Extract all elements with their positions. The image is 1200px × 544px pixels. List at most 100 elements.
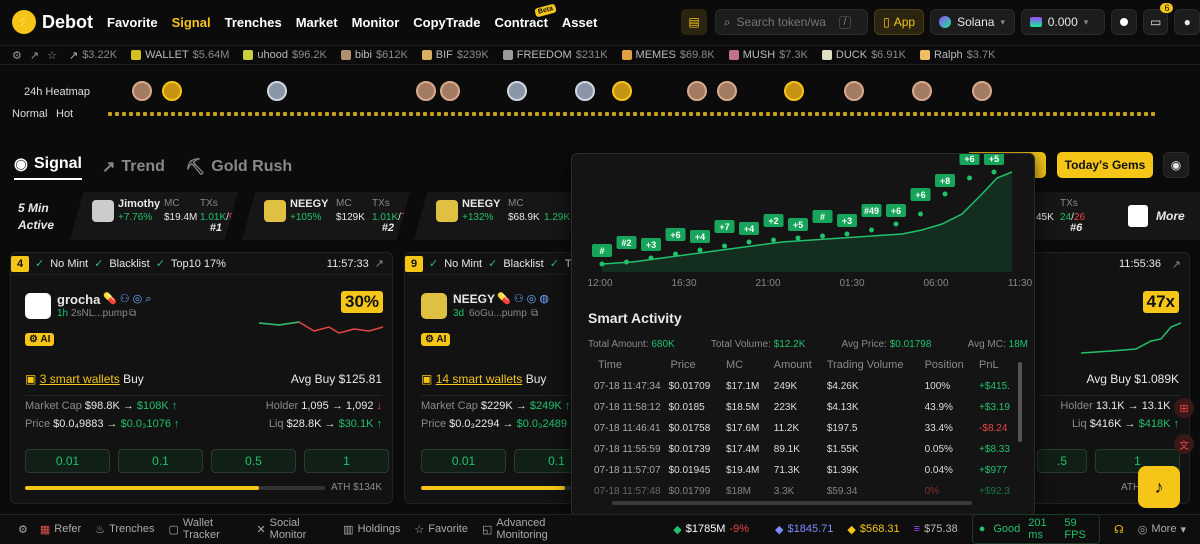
activity-badge[interactable]: +2 bbox=[763, 214, 784, 227]
active-token-card[interactable]: NEEGY MC TXs +105% $129K 1.01K/768 #2 bbox=[242, 192, 410, 240]
translate-icon[interactable]: 文 bbox=[1174, 434, 1194, 454]
col-mc[interactable]: MC bbox=[725, 359, 744, 371]
active-token-card[interactable]: Jimothy MC TXs +7.76% $19.4M 1.01K/910 #… bbox=[70, 192, 238, 240]
social-icons[interactable]: 💊 ⚇ ◎ ◍ bbox=[497, 293, 549, 305]
social-monitor-link[interactable]: ✕ Social Monitor bbox=[256, 517, 329, 541]
activity-badge[interactable]: +3 bbox=[641, 238, 661, 251]
search-input[interactable] bbox=[736, 15, 833, 29]
activity-point[interactable] bbox=[746, 239, 752, 245]
heatmap-coin[interactable] bbox=[507, 81, 527, 101]
copy-icon[interactable]: ⧉ bbox=[129, 308, 137, 319]
advanced-monitoring-link[interactable]: ◱ Advanced Monitoring bbox=[482, 517, 585, 541]
col-volume[interactable]: Trading Volume bbox=[826, 359, 904, 371]
notifications-button[interactable]: ▭ 6 bbox=[1142, 3, 1174, 35]
token-name[interactable]: grocha bbox=[57, 292, 101, 307]
activity-badge[interactable]: # bbox=[812, 210, 833, 223]
activity-point[interactable] bbox=[624, 259, 629, 265]
token-address[interactable]: 2sNL...pump bbox=[71, 308, 128, 319]
activity-point[interactable] bbox=[673, 251, 678, 257]
col-pnl[interactable]: PnL bbox=[979, 359, 999, 371]
activity-row[interactable]: 07-18 11:58:12 $0.0185 $18.5M 223K $4.13K 43.… bbox=[588, 397, 1020, 418]
nav-contract[interactable]: Contract Beta bbox=[494, 2, 557, 30]
token-address[interactable]: 6oGu...pump bbox=[469, 308, 527, 319]
activity-badge[interactable]: +6 bbox=[886, 204, 906, 217]
activity-row[interactable]: 07-18 11:57:48 $0.01799 $18M 3.3K $59.34 0% +$… bbox=[588, 481, 1020, 494]
tab-gold-rush[interactable]: ⛏ Gold Rush bbox=[185, 157, 292, 177]
activity-point[interactable] bbox=[918, 211, 923, 217]
nav-favorite[interactable]: Favorite bbox=[107, 14, 158, 30]
settings-button[interactable]: ◉ bbox=[1163, 152, 1189, 178]
ticker-item[interactable]: WALLET $5.64M bbox=[131, 49, 229, 61]
activity-point[interactable] bbox=[599, 261, 605, 267]
ai-badge[interactable]: ⚙ AI bbox=[25, 333, 55, 346]
external-link-icon[interactable]: ↗ bbox=[374, 258, 384, 270]
search-box[interactable]: ⌕ / bbox=[714, 9, 869, 35]
balance-select[interactable]: 0.000 ▾ bbox=[1020, 9, 1106, 35]
ai-badge[interactable]: ⚙ AI bbox=[421, 333, 451, 346]
quick-buy-button[interactable]: 1 bbox=[304, 449, 389, 473]
horizontal-scrollbar[interactable] bbox=[612, 501, 972, 505]
holdings-link[interactable]: ▥ Holdings bbox=[343, 523, 400, 536]
trend-icon[interactable]: ↗ bbox=[29, 49, 40, 62]
activity-badge[interactable]: +6 bbox=[910, 188, 931, 201]
ticker-item[interactable]: MUSH $7.3K bbox=[728, 49, 808, 61]
activity-point[interactable] bbox=[869, 227, 874, 233]
settings-icon[interactable]: ⚙ bbox=[18, 523, 28, 536]
heatmap-coin[interactable] bbox=[440, 81, 460, 101]
heatmap-coin[interactable] bbox=[416, 81, 436, 101]
user-button[interactable]: ● bbox=[1174, 9, 1200, 35]
activity-point[interactable] bbox=[697, 247, 703, 253]
col-position[interactable]: Position bbox=[924, 359, 964, 371]
ticker-item[interactable]: MEMES $69.8K bbox=[621, 49, 715, 61]
col-amount[interactable]: Amount bbox=[773, 359, 812, 371]
activity-badge[interactable]: #2 bbox=[616, 236, 637, 249]
activity-point[interactable] bbox=[771, 237, 776, 243]
more-menu[interactable]: ◎ More ▾ bbox=[1138, 523, 1186, 536]
record-button[interactable] bbox=[1111, 9, 1137, 35]
activity-point[interactable] bbox=[967, 175, 972, 181]
heatmap-coin[interactable] bbox=[612, 81, 632, 101]
active-token-card[interactable]: NEEGY MC +132% $68.9K 1.29K bbox=[414, 192, 582, 240]
heatmap-coin[interactable] bbox=[717, 81, 737, 101]
favorite-link[interactable]: ☆ Favorite bbox=[414, 523, 468, 536]
heatmap-coin[interactable] bbox=[575, 81, 595, 101]
nav-signal[interactable]: Signal bbox=[171, 14, 211, 30]
ticker-item[interactable]: BIF $239K bbox=[421, 49, 489, 61]
refer-link[interactable]: ▦ Refer bbox=[40, 523, 81, 536]
grid-icon[interactable]: ⊞ bbox=[1174, 398, 1194, 418]
heatmap-coin[interactable] bbox=[972, 81, 992, 101]
heatmap-coin[interactable] bbox=[912, 81, 932, 101]
heatmap-coin[interactable] bbox=[267, 81, 287, 101]
activity-point[interactable] bbox=[893, 221, 899, 227]
activity-point[interactable] bbox=[942, 191, 948, 197]
active-token-card-6[interactable]: TXs 45K 24/26 #6 bbox=[1034, 192, 1124, 240]
activity-row[interactable]: 07-18 11:57:07 $0.01945 $19.4M 71.3K $1.39K 0… bbox=[588, 460, 1020, 481]
ticker-item[interactable]: DUCK $6.91K bbox=[821, 49, 906, 61]
ticker-item[interactable]: FREEDOM $231K bbox=[502, 49, 608, 61]
activity-badge[interactable]: +5 bbox=[984, 154, 1004, 165]
activity-row[interactable]: 07-18 11:47:34 $0.01709 $17.1M 249K $4.26K 10… bbox=[588, 376, 1020, 397]
quick-buy-button[interactable]: 0.5 bbox=[211, 449, 296, 473]
activity-badge[interactable]: +4 bbox=[690, 230, 710, 243]
settings-icon[interactable]: ⚙ bbox=[12, 49, 22, 62]
activity-point[interactable] bbox=[722, 243, 727, 249]
more-tokens-button[interactable]: More bbox=[1124, 192, 1200, 240]
smart-wallets-link[interactable]: 14 smart wallets bbox=[435, 372, 523, 386]
table-scrollbar-thumb[interactable] bbox=[1018, 362, 1022, 442]
token-name[interactable]: NEEGY bbox=[453, 292, 496, 306]
heatmap-coin[interactable] bbox=[844, 81, 864, 101]
activity-badge[interactable]: +5 bbox=[788, 218, 808, 231]
trenches-link[interactable]: ♨ Trenches bbox=[95, 523, 154, 536]
activity-badge[interactable]: # bbox=[592, 244, 612, 257]
clipboard-icon[interactable]: ▤ bbox=[681, 9, 707, 35]
activity-point[interactable] bbox=[844, 231, 850, 237]
star-icon[interactable]: ☆ bbox=[47, 49, 57, 62]
activity-badge[interactable]: +6 bbox=[959, 154, 980, 165]
activity-badge[interactable]: #49 bbox=[861, 204, 882, 217]
activity-point[interactable] bbox=[991, 169, 997, 175]
tab-trend[interactable]: ↗ Trend bbox=[102, 157, 165, 177]
copy-icon[interactable]: ⧉ bbox=[531, 308, 539, 319]
nav-monitor[interactable]: Monitor bbox=[351, 14, 400, 30]
external-link-icon[interactable]: ↗ bbox=[1171, 259, 1181, 271]
activity-point[interactable] bbox=[795, 235, 801, 241]
